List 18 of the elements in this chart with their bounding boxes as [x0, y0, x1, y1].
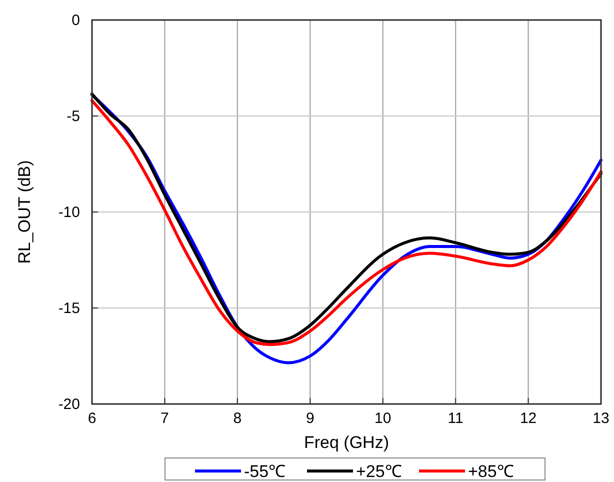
legend-label: -55℃ — [244, 462, 286, 481]
y-tick-label: -5 — [66, 108, 80, 125]
y-tick-label: -10 — [58, 204, 80, 221]
x-tick-label: 8 — [233, 410, 242, 427]
x-tick-label: 13 — [592, 410, 610, 427]
x-tick-label: 9 — [306, 410, 314, 427]
legend-label: +85℃ — [468, 462, 514, 481]
x-tick-label: 6 — [88, 410, 96, 427]
x-tick-label: 12 — [520, 410, 537, 427]
y-tick-label: 0 — [72, 12, 80, 29]
y-axis-title: RL_OUT (dB) — [15, 160, 34, 264]
y-tick-label: -15 — [58, 300, 80, 317]
y-tick-label: -20 — [58, 396, 80, 413]
x-tick-label: 10 — [374, 410, 392, 427]
x-tick-label: 7 — [160, 410, 169, 427]
x-tick-label: 11 — [448, 410, 464, 427]
legend-label: +25℃ — [356, 462, 402, 481]
x-axis-title: Freq (GHz) — [304, 433, 389, 452]
